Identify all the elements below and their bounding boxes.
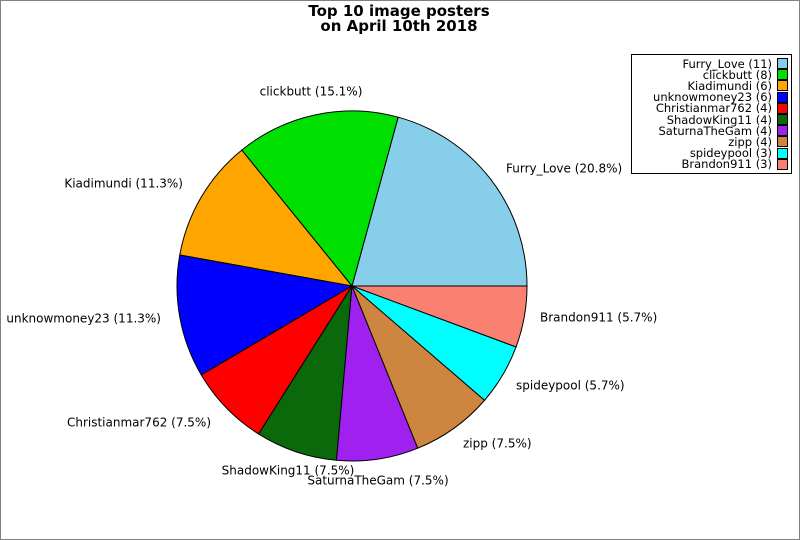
legend-label: unknowmoney23 (6) [653, 90, 772, 105]
slice-label-Kiadimundi: Kiadimundi (11.3%) [64, 176, 183, 191]
legend-item-spideypool: spideypool (3) [636, 146, 788, 161]
slice-label-Furry_Love: Furry_Love (20.8%) [506, 161, 623, 176]
legend-item-zipp: zipp (4) [636, 134, 788, 149]
slice-label-zipp: zipp (7.5%) [463, 436, 532, 451]
legend-label: spideypool (3) [689, 146, 772, 161]
slice-label-Christianmar762: Christianmar762 (7.5%) [66, 415, 211, 430]
legend-swatch [777, 125, 788, 137]
pie-slice-Brandon911 [351, 285, 528, 348]
chart-title-line2: on April 10th 2018 [320, 16, 478, 35]
legend-swatch [777, 147, 788, 159]
legend-item-SaturnaTheGam: SaturnaTheGam (4) [636, 125, 788, 136]
legend-label: Christianmar762 (4) [655, 101, 772, 116]
slice-label-Brandon911: Brandon911 (5.7%) [540, 310, 658, 325]
legend-item-clickbutt: clickbutt (8) [636, 67, 788, 82]
slice-label-clickbutt: clickbutt (15.1%) [259, 84, 363, 99]
legend-swatch [777, 136, 788, 148]
legend-swatch [777, 58, 788, 70]
slice-label-SaturnaTheGam: SaturnaTheGam (7.5%) [307, 473, 449, 488]
pie-slice-clickbutt [241, 110, 399, 287]
slice-label-spideypool: spideypool (5.7%) [516, 378, 625, 393]
legend-item-ShadowKing11: ShadowKing11 (4) [636, 114, 788, 125]
slice-label-unknowmoney23: unknowmoney23 (11.3%) [6, 311, 161, 326]
pie-slice-Furry_Love [351, 116, 528, 287]
chart-title: Top 10 image posters on April 10th 2018 [1, 4, 797, 33]
legend-item-unknowmoney23: unknowmoney23 (6) [636, 90, 788, 105]
legend-label: SaturnaTheGam (4) [658, 123, 772, 138]
legend-item-Christianmar762: Christianmar762 (4) [636, 103, 788, 114]
legend-label: Brandon911 (3) [681, 157, 772, 172]
legend: Furry_Love (11) clickbutt (8) Kiadimundi (… [631, 54, 792, 174]
chart-title-line1: Top 10 image posters [308, 2, 490, 20]
legend-label: ShadowKing11 (4) [666, 112, 772, 127]
legend-swatch [777, 69, 788, 81]
pie-slice-Kiadimundi [179, 149, 353, 287]
legend-item-Kiadimundi: Kiadimundi (6) [636, 78, 788, 93]
legend-swatch [777, 158, 788, 170]
legend-label: clickbutt (8) [702, 67, 772, 82]
legend-swatch [777, 80, 788, 92]
legend-item-Furry_Love: Furry_Love (11) [636, 58, 788, 69]
legend-label: Kiadimundi (6) [687, 78, 773, 93]
legend-label: zipp (4) [728, 134, 772, 149]
legend-swatch [777, 102, 788, 114]
legend-item-Brandon911: Brandon911 (3) [636, 159, 788, 170]
legend-swatch [777, 114, 788, 126]
pie-slice-unknowmoney23 [176, 254, 353, 376]
legend-label: Furry_Love (11) [682, 56, 772, 71]
legend-swatch [777, 91, 788, 103]
slice-label-ShadowKing11: ShadowKing11 (7.5%) [221, 463, 355, 478]
